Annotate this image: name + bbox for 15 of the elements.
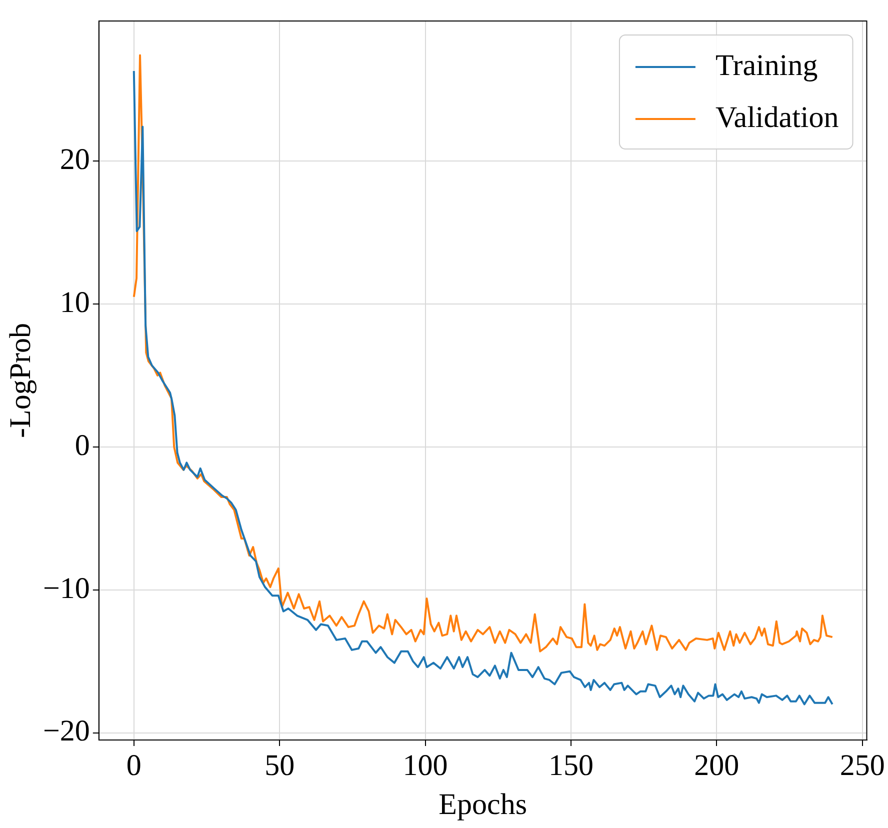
y-tick-label: 10 — [60, 286, 90, 319]
x-tick-label: 150 — [548, 748, 594, 782]
legend-label: Training — [715, 48, 818, 82]
x-axis-title: Epochs — [438, 788, 527, 821]
y-tick-label: 20 — [60, 142, 90, 176]
x-tick-label: 100 — [402, 748, 448, 782]
y-tick-label: 0 — [74, 428, 90, 462]
x-tick-label: 50 — [264, 748, 295, 782]
y-tick-label: −10 — [42, 572, 90, 605]
x-tick-label: 0 — [126, 748, 142, 782]
x-tick-label: 200 — [694, 748, 740, 782]
x-tick-label: 250 — [840, 748, 885, 782]
legend-label: Validation — [715, 100, 839, 134]
y-tick-label: −20 — [42, 714, 90, 748]
y-axis-title: -LogProb — [4, 323, 37, 438]
